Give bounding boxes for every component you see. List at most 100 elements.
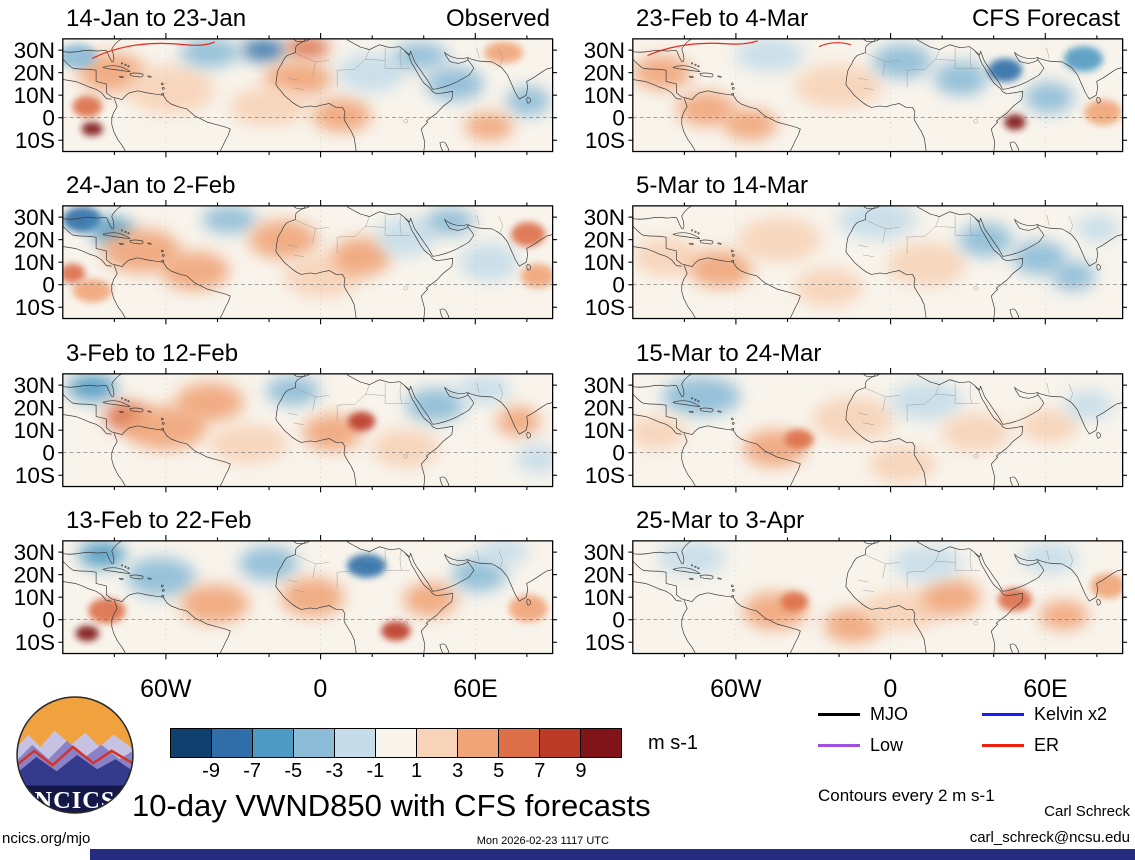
country-borders [288, 382, 503, 459]
lon-label: 0 [883, 675, 898, 704]
colorbar-tick-label: 9 [575, 760, 587, 782]
anomaly-blob [78, 540, 126, 569]
coastlines [632, 38, 1123, 152]
contour-note: Contours every 2 m s-1 [818, 786, 995, 805]
forecast-column: 23-Feb to 4-Mar CFS Forecast 30N 20N 10N 0 1… [574, 6, 1130, 704]
anomaly-blob [459, 242, 519, 283]
panel-title-row: 5-Mar to 14-Mar [636, 173, 1120, 199]
anomaly-blob [1004, 114, 1026, 130]
logo-text: NCICS [35, 787, 116, 814]
colorbar-tick-label: -1 [366, 760, 385, 782]
lat-label: 20N [584, 228, 625, 253]
lat-label: 10S [585, 128, 625, 153]
panel-block: 25-Mar to 3-Apr 30N 20N 10N 0 10S [574, 508, 1130, 661]
legend-label: MJO [870, 704, 908, 724]
panel-date-range: 15-Mar to 24-Mar [636, 339, 822, 367]
coastlines [62, 373, 553, 487]
lat-label: 0 [612, 440, 625, 465]
anomaly-blob [180, 584, 249, 624]
anomaly-blob [1051, 261, 1096, 291]
coastlines [632, 206, 1123, 319]
lat-label: 10S [585, 463, 625, 488]
colorbar-tick-label: -7 [243, 760, 262, 782]
lat-label: 0 [42, 106, 55, 131]
panel-title-row: 23-Feb to 4-Mar CFS Forecast [636, 6, 1120, 32]
lat-label: 20N [584, 60, 625, 85]
anomaly-blob [239, 546, 298, 581]
panel-block: 24-Jan to 2-Feb 30N 20N 10N 0 10S [4, 173, 560, 326]
anomaly-blob [867, 445, 937, 483]
anomaly-blob [312, 98, 372, 133]
anomaly-blob [511, 222, 546, 247]
anomaly-blob [872, 44, 932, 79]
panel-title-row: 15-Mar to 24-Mar [636, 339, 1120, 367]
panel-title-row: 24-Jan to 2-Feb [66, 173, 550, 199]
legend-label: Kelvin x2 [1034, 704, 1108, 724]
colorbar-tick-label: 1 [411, 760, 423, 782]
anomaly-blob [794, 64, 883, 109]
anomaly-blob [67, 373, 117, 402]
anomaly-blob [371, 428, 440, 468]
colorbar-tick-label: 7 [534, 760, 546, 782]
lat-label: 10S [15, 630, 55, 655]
country-borders [288, 549, 503, 626]
lat-label: 10S [15, 463, 55, 488]
anomaly-blob [508, 594, 548, 623]
anomaly-blob [892, 545, 961, 582]
anomaly-blob [997, 587, 1033, 612]
anomaly-blob [160, 251, 230, 291]
anomaly-blob [248, 220, 318, 260]
lat-label: 10N [14, 418, 55, 443]
anomaly-blob [738, 217, 822, 263]
colorbar [170, 728, 622, 758]
anomaly-blob [393, 42, 448, 70]
lat-label: 20N [14, 395, 55, 420]
country-borders [858, 47, 1073, 124]
anomaly-blob [337, 53, 406, 93]
anomaly-blob [72, 279, 112, 303]
longitude-axis: 60W 0 60E [4, 675, 560, 703]
anomaly-blob [263, 61, 333, 96]
er-wave-contour [647, 40, 758, 57]
logo-ring [16, 696, 134, 814]
lat-label: 10N [14, 83, 55, 108]
logo-red-ridgeline [17, 745, 133, 769]
anomaly-blob [784, 428, 815, 449]
panel-block: 14-Jan to 23-Jan Observed 30N 20N 10N 0 10S [4, 6, 560, 159]
low-legend-line [818, 744, 860, 747]
anomaly-blob [934, 61, 988, 96]
lat-label: 30N [584, 540, 625, 565]
er-wave-contour [91, 41, 215, 59]
legend-label: Low [870, 735, 904, 755]
colorbar-labels: -9 -7 -5 -3 -1 1 3 5 7 9 [170, 760, 622, 784]
anomaly-blob [332, 237, 391, 277]
lat-label: 20N [14, 563, 55, 588]
panel-date-range: 14-Jan to 23-Jan [66, 5, 247, 32]
anomaly-blob [464, 112, 514, 141]
panel-block: 23-Feb to 4-Mar CFS Forecast 30N 20N 10N 0 1… [574, 6, 1130, 159]
country-borders [288, 214, 503, 291]
panel-block: 13-Feb to 22-Feb 30N 20N 10N 0 10S [4, 508, 560, 661]
anomaly-blob [81, 122, 103, 136]
observed-column: 14-Jan to 23-Jan Observed 30N 20N 10N 0 10S … [4, 6, 560, 703]
panel-corner-label: CFS Forecast [971, 5, 1120, 32]
lat-label: 10N [584, 83, 625, 108]
lon-label: 60W [710, 675, 762, 704]
anomaly-blob [887, 242, 966, 288]
colorbar-tick-label: -3 [325, 760, 344, 782]
longitude-axis: 60W 0 60E [574, 675, 1130, 704]
wave-legend: MJO Kelvin x2 Low ER [818, 704, 1132, 756]
author-email: carl_schreck@ncsu.edu [969, 829, 1130, 846]
anomaly-blob [241, 39, 286, 61]
anomaly-blob [302, 413, 362, 451]
panel-date-range: 3-Feb to 12-Feb [66, 339, 239, 367]
anomaly-blob [484, 41, 524, 64]
lon-label: 60E [1023, 675, 1068, 704]
anomaly-blob [126, 557, 196, 597]
lat-label: 10N [584, 250, 625, 275]
anomaly-blob [1084, 99, 1122, 126]
